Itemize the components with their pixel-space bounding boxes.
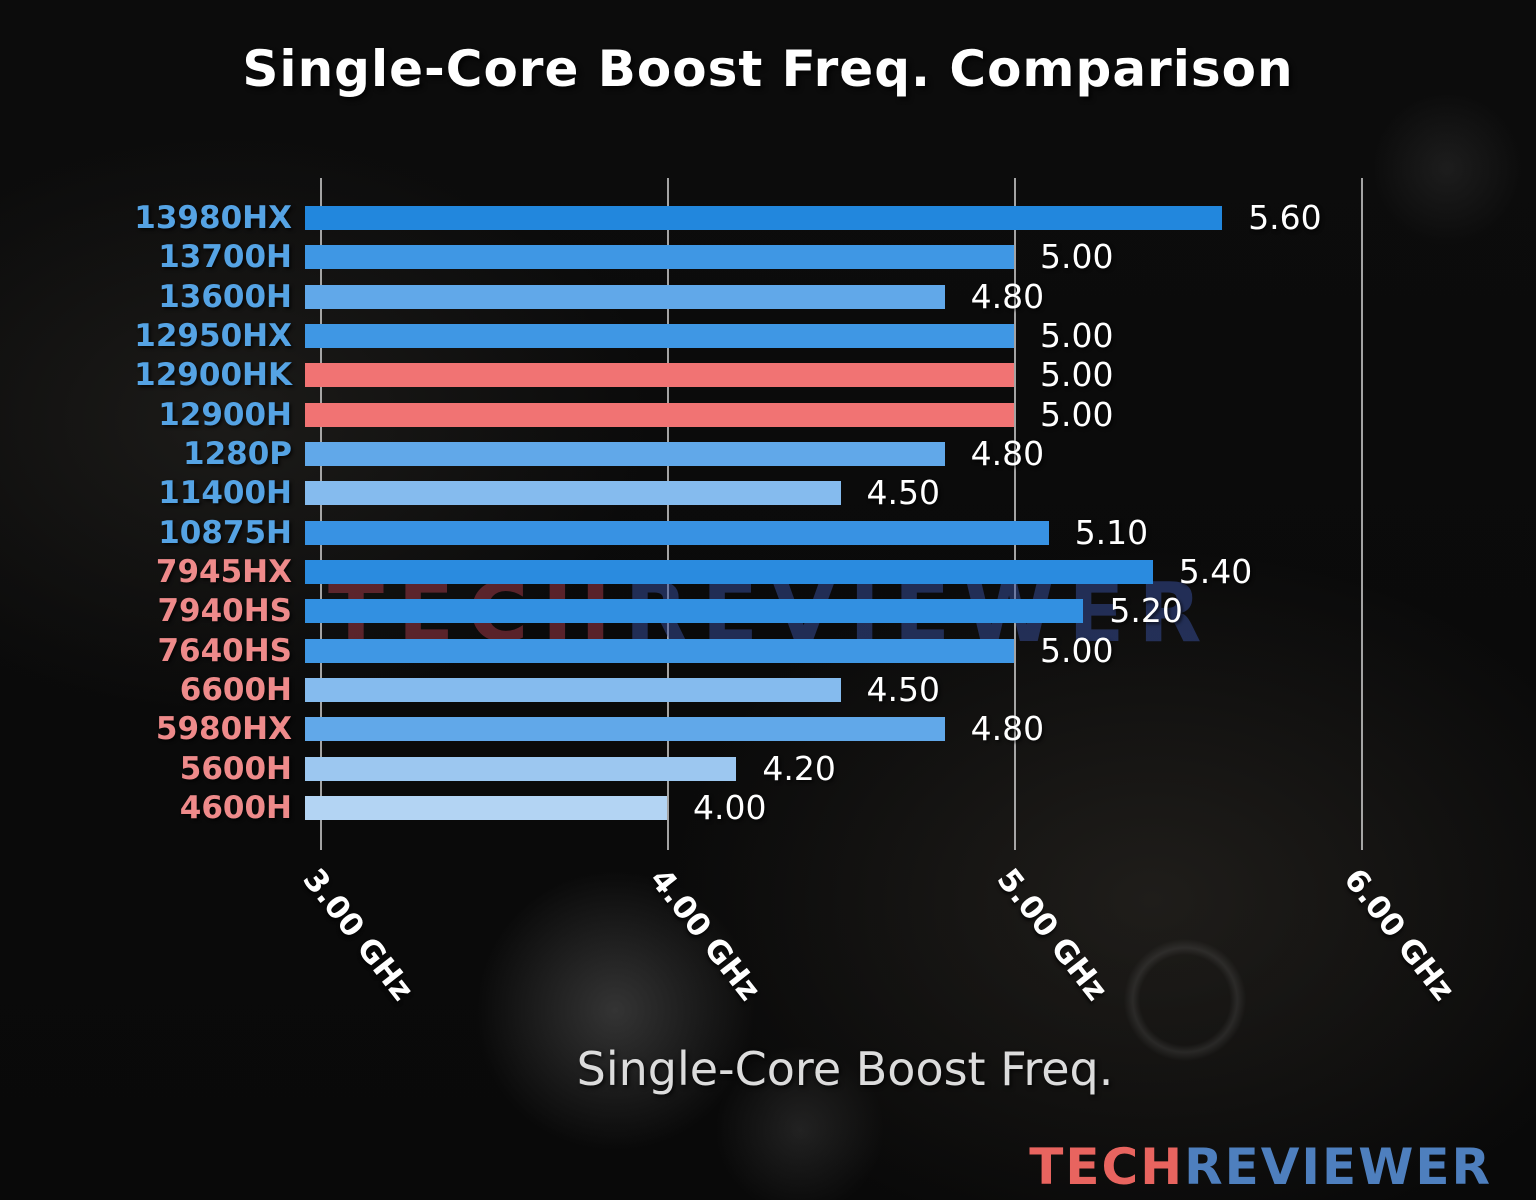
bar	[305, 284, 945, 309]
bar	[305, 559, 1153, 584]
value-label: 4.00	[693, 787, 767, 827]
brand-logo-tech: TECH	[1029, 1138, 1185, 1196]
gridline	[320, 178, 322, 850]
value-label: 5.00	[1040, 630, 1114, 670]
bar	[305, 638, 1014, 663]
brand-logo-reviewer: REVIEWER	[1184, 1138, 1492, 1196]
bar	[305, 402, 1014, 427]
x-tick-label: 6.00 GHz	[1336, 862, 1462, 1008]
x-axis-title: Single-Core Boost Freq.	[576, 1042, 1114, 1096]
category-label: 13980HX	[134, 200, 292, 236]
value-label: 4.80	[970, 433, 1045, 473]
bar	[305, 717, 945, 742]
category-label: 5980HX	[155, 711, 292, 748]
value-label: 5.20	[1109, 591, 1183, 631]
value-label: 5.00	[1040, 394, 1114, 434]
category-label: 12900HK	[134, 357, 292, 394]
bar	[305, 756, 737, 781]
gridline	[1361, 178, 1363, 850]
bar	[305, 441, 945, 466]
value-label: 5.00	[1040, 237, 1114, 277]
category-label: 6600H	[179, 671, 292, 708]
value-label: 4.50	[866, 473, 940, 513]
x-tick-label: 3.00 GHz	[295, 862, 421, 1008]
brand-logo: TECHREVIEWER	[1029, 1138, 1492, 1196]
category-label: 13600H	[158, 278, 292, 315]
category-label: 10875H	[158, 514, 292, 551]
category-label: 7940HS	[157, 593, 292, 630]
value-label: 5.60	[1248, 198, 1322, 237]
bar	[305, 520, 1049, 545]
category-label: 7945HX	[155, 553, 292, 590]
category-label: 7640HS	[157, 632, 292, 669]
bar	[305, 245, 1014, 270]
value-label: 5.00	[1040, 355, 1114, 395]
category-label: 4600H	[179, 789, 292, 826]
chart-title: Single-Core Boost Freq. Comparison	[242, 40, 1294, 98]
category-label: 5600H	[179, 750, 292, 787]
bar	[305, 481, 841, 506]
category-label: 12900H	[158, 396, 292, 433]
bar	[305, 599, 1084, 624]
bar	[305, 363, 1014, 388]
gridline	[1014, 178, 1016, 850]
category-label: 12950HX	[134, 317, 292, 354]
category-label: 11400H	[158, 475, 292, 512]
value-label: 4.80	[970, 276, 1045, 316]
bar	[305, 206, 1223, 230]
category-label: 1280P	[183, 435, 292, 472]
value-label: 4.80	[970, 709, 1045, 749]
value-label: 4.50	[866, 669, 940, 709]
gridline	[667, 178, 669, 850]
x-tick-label: 5.00 GHz	[989, 862, 1115, 1008]
bar	[305, 677, 841, 702]
value-label: 5.00	[1040, 315, 1114, 355]
value-label: 5.10	[1074, 512, 1149, 552]
value-label: 5.40	[1178, 551, 1253, 591]
x-tick-label: 4.00 GHz	[642, 862, 768, 1008]
bar	[305, 795, 667, 820]
value-label: 4.20	[762, 748, 836, 788]
category-label: 13700H	[158, 239, 292, 276]
bar	[305, 323, 1014, 348]
